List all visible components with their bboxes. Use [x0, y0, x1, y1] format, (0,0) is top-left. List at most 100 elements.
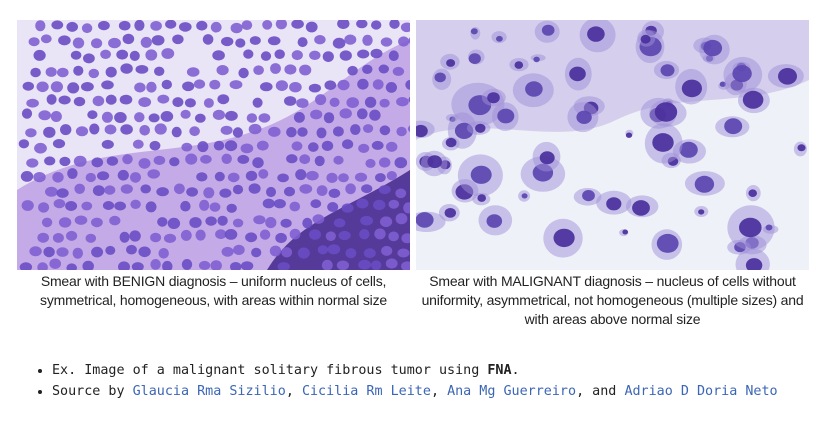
nucleus-shape: [394, 157, 408, 169]
nucleus-shape: [284, 64, 297, 75]
nucleus-shape: [268, 126, 281, 137]
nucleus-shape: [118, 261, 130, 270]
nucleus-shape: [347, 65, 358, 76]
nucleus-shape: [154, 66, 165, 76]
nucleus-shape: [333, 155, 344, 165]
nucleus-shape: [378, 185, 391, 195]
nucleus-shape: [199, 199, 210, 211]
nucleus-shape: [229, 80, 243, 90]
nucleus-shape: [497, 108, 515, 124]
nucleus-shape: [105, 94, 117, 105]
nucleus-shape: [219, 188, 232, 198]
nucleus-shape: [154, 123, 167, 135]
nucleus-shape: [38, 110, 51, 121]
nucleus-shape: [539, 151, 555, 165]
nucleus-shape: [169, 157, 180, 167]
nucleus-shape: [344, 34, 357, 45]
nucleus-shape: [150, 21, 162, 31]
nucleus-shape: [380, 37, 393, 47]
nucleus-shape: [153, 155, 166, 165]
nucleus-shape: [388, 199, 400, 209]
author-separator: , and: [576, 384, 625, 399]
nucleus-shape: [252, 97, 263, 108]
nucleus-shape: [694, 175, 715, 193]
nucleus-shape: [25, 128, 37, 138]
nucleus-shape: [226, 203, 237, 213]
nucleus-shape: [252, 157, 264, 169]
nucleus-shape: [248, 123, 262, 135]
nucleus-shape: [321, 140, 334, 151]
nucleus-shape: [138, 246, 151, 258]
nucleus-shape: [193, 79, 206, 89]
nucleus-shape: [289, 82, 302, 93]
nucleus-shape: [356, 198, 369, 209]
nucleus-shape: [260, 82, 273, 92]
nucleus-shape: [445, 137, 457, 148]
nucleus-shape: [18, 139, 30, 149]
nucleus-shape: [186, 67, 200, 77]
nucleus-shape: [378, 64, 389, 74]
nucleus-shape: [161, 48, 175, 59]
nucleus-shape: [316, 127, 327, 139]
nucleus-shape: [158, 248, 169, 259]
nucleus-shape: [392, 66, 405, 76]
nucleus-shape: [109, 215, 121, 226]
nucleus-shape: [43, 246, 55, 258]
nucleus-shape: [314, 155, 325, 167]
nucleus-shape: [286, 127, 297, 138]
nucleus-shape: [496, 35, 503, 42]
nucleus-shape: [401, 233, 410, 244]
nucleus-shape: [400, 22, 410, 33]
stain-region: [17, 40, 410, 270]
nucleus-shape: [105, 66, 117, 78]
nucleus-shape: [88, 68, 100, 79]
nucleus-shape: [217, 215, 228, 226]
nucleus-shape: [291, 141, 303, 151]
nucleus-shape: [235, 38, 246, 48]
nucleus-shape: [289, 201, 301, 212]
nucleus-shape: [33, 49, 46, 61]
nucleus-shape: [389, 20, 400, 29]
nucleus-shape: [778, 68, 797, 85]
nucleus-shape: [395, 188, 407, 199]
nucleus-shape: [357, 49, 370, 59]
nucleus-shape: [797, 144, 806, 152]
nucleus-shape: [297, 127, 308, 137]
nucleus-shape: [74, 183, 85, 194]
author-separator: ,: [430, 384, 448, 399]
nucleus-shape: [145, 201, 157, 213]
nucleus-shape: [81, 23, 93, 34]
nucleus-shape: [541, 24, 555, 36]
nucleus-shape: [446, 59, 456, 67]
author-link-guerreiro[interactable]: Ana Mg Guerreiro: [447, 384, 577, 399]
nucleus-shape: [46, 94, 57, 105]
nucleus-shape: [362, 64, 373, 74]
nucleus-shape: [386, 171, 397, 181]
nucleus-shape: [116, 49, 129, 60]
nucleus-shape: [73, 65, 84, 76]
nucleus-shape: [732, 65, 752, 83]
nucleus-shape: [475, 123, 486, 133]
author-link-leite[interactable]: Cicilia Rm Leite: [301, 384, 431, 399]
author-link-sizilio[interactable]: Glaucia Rma Sizilio: [132, 384, 286, 399]
nucleus-shape: [66, 230, 78, 241]
nucleus-shape: [104, 185, 116, 195]
nucleus-shape: [43, 126, 56, 138]
nucleus-shape: [281, 247, 293, 258]
nucleus-shape: [74, 215, 88, 225]
nucleus-shape: [227, 172, 240, 183]
nucleus-shape: [401, 261, 410, 270]
nucleus-shape: [50, 81, 64, 93]
author-link-doria-neto[interactable]: Adriao D Doria Neto: [624, 384, 778, 399]
nucleus-shape: [67, 82, 80, 94]
nucleus-shape: [365, 158, 376, 168]
nucleus-shape: [92, 185, 105, 197]
nucleus-shape: [327, 244, 341, 255]
nucleus-shape: [224, 229, 238, 240]
nucleus-shape: [354, 172, 368, 182]
nucleus-shape: [225, 110, 238, 121]
nucleus-shape: [267, 36, 281, 46]
nucleus-shape: [108, 37, 121, 49]
nucleus-shape: [75, 126, 89, 137]
nucleus-shape: [92, 95, 105, 107]
